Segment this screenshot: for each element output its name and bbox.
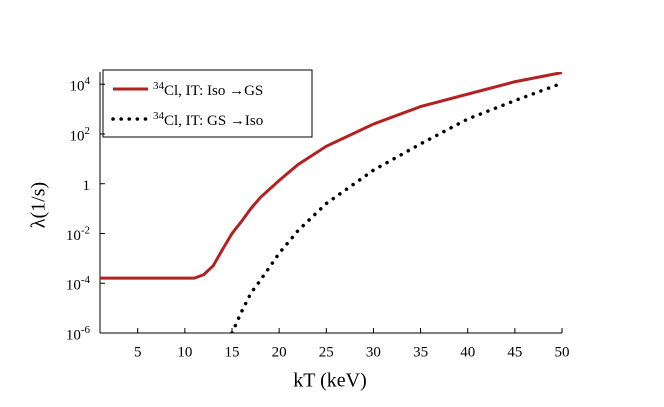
legend-label: 34Cl, IT: Iso →GS [153,80,263,100]
y-axis-label: λ(1/s) [28,182,50,228]
x-tick-label: 20 [272,344,287,360]
y-tick-label: 10-4 [66,274,91,294]
series-line [100,72,562,280]
x-tick-label: 30 [366,344,381,360]
x-tick-label: 15 [225,344,240,360]
x-tick-label: 50 [555,344,570,360]
y-tick-label: 104 [70,75,91,95]
x-axis-label: kT (keV) [293,370,367,392]
x-tick-label: 5 [134,344,142,360]
series-line [230,81,562,333]
y-tick-label: 102 [70,125,91,145]
y-tick-label: 10-6 [66,324,91,344]
legend [102,69,313,138]
x-tick-label: 35 [413,344,428,360]
x-tick-label: 25 [319,344,334,360]
x-tick-label: 10 [177,344,192,360]
x-tick-label: 45 [507,344,522,360]
x-tick-label: 40 [460,344,475,360]
y-tick-label: 1 [83,178,91,194]
legend-label: 34Cl, IT: GS →Iso [153,110,263,130]
y-tick-label: 10-2 [66,224,90,244]
